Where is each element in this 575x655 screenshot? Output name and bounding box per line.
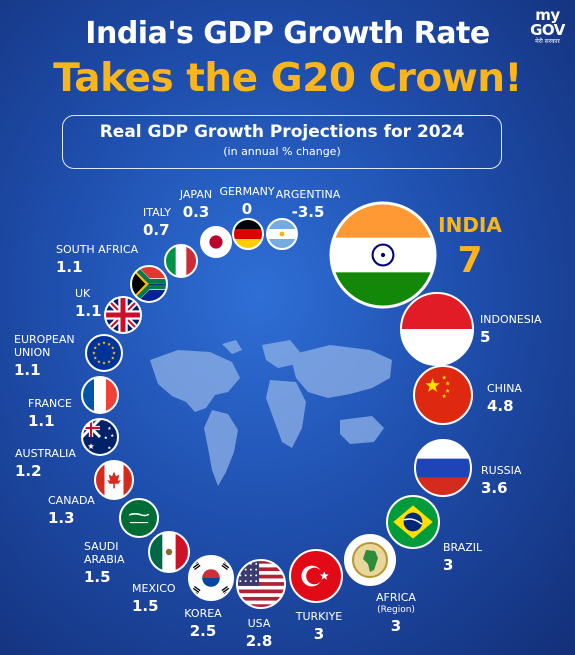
country-value-indonesia: 5 [480, 328, 490, 346]
country-name-korea: KOREA [184, 607, 222, 620]
country-name-africa: AFRICA [376, 591, 416, 604]
south-africa-flag-icon [130, 265, 168, 303]
country-value-uk: 1.1 [75, 302, 102, 320]
title-line-1: India's GDP Growth Rate [85, 16, 490, 51]
subtitle-box: Real GDP Growth Projections for 2024 (in… [62, 115, 502, 169]
country-value-russia: 3.6 [481, 479, 508, 497]
country-value-india: 7 [457, 240, 482, 281]
country-value-china: 4.8 [487, 397, 514, 415]
usa-flag-icon [236, 559, 286, 609]
turkiye-flag-icon [289, 549, 343, 603]
country-value-european: 1.1 [14, 361, 41, 379]
country-name-germany: GERMANY [219, 185, 274, 198]
country-name-uk: UK [75, 287, 91, 300]
country-value-turkiye: 3 [314, 625, 324, 643]
country-value-canada: 1.3 [48, 509, 75, 527]
country-name-japan: JAPAN [179, 188, 212, 201]
country-name-mexico: MEXICO [132, 582, 176, 595]
uk-flag-icon [104, 296, 142, 334]
country-name-turkiye: TURKIYE [295, 610, 343, 623]
country-name2-european: UNION [14, 346, 50, 359]
country-name-france: FRANCE [28, 397, 72, 410]
italy-flag-icon [164, 244, 198, 278]
country-name-australia: AUSTRALIA [15, 447, 76, 460]
country-value-south-africa: 1.1 [56, 258, 83, 276]
country-value-japan: 0.3 [183, 203, 210, 221]
country-name-usa: USA [248, 617, 271, 630]
country-value-argentina: -3.5 [292, 203, 325, 221]
country-name-china: CHINA [487, 382, 522, 395]
country-name-italy: ITALY [143, 206, 171, 219]
country-name-india: INDIA [438, 213, 502, 237]
country-name-argentina: ARGENTINA [276, 188, 341, 201]
country-name-saudi: SAUDI [84, 540, 118, 553]
country-name-brazil: BRAZIL [443, 541, 483, 554]
brand-tagline: मेरी सरकार [535, 38, 560, 45]
country-name-indonesia: INDONESIA [480, 313, 542, 326]
title-line-2: Takes the G20 Crown! [53, 56, 522, 101]
country-value-africa: 3 [391, 617, 401, 635]
world-map-graphic [150, 340, 392, 486]
country-value-brazil: 3 [443, 556, 453, 574]
india-flag-icon [329, 201, 437, 309]
korea-flag-icon [188, 555, 234, 601]
argentina-flag-icon [266, 218, 298, 250]
russia-flag-icon [414, 439, 472, 497]
mexico-flag-icon [148, 531, 190, 573]
subtitle: Real GDP Growth Projections for 2024 [99, 122, 465, 142]
country-value-usa: 2.8 [246, 632, 273, 650]
indonesia-flag-icon [400, 292, 474, 366]
eu-flag-icon [85, 334, 123, 372]
country-name-russia: RUSSIA [481, 464, 522, 477]
japan-flag-icon [200, 226, 232, 258]
canada-flag-icon [94, 460, 134, 500]
brazil-flag-icon [386, 495, 440, 549]
country-value-mexico: 1.5 [132, 597, 159, 615]
country-value-australia: 1.2 [15, 462, 42, 480]
country-note-africa: (Region) [377, 605, 415, 615]
france-flag-icon [81, 376, 119, 414]
subtitle-note: (in annual % change) [223, 145, 341, 158]
african-union-flag-icon [344, 534, 396, 586]
country-name2-saudi: ARABIA [84, 553, 125, 566]
country-name-european: EUROPEAN [14, 333, 75, 346]
country-value-germany: 0 [242, 200, 252, 218]
germany-flag-icon [232, 218, 264, 250]
mygov-logo: my GOV मेरी सरकार [520, 8, 575, 45]
country-name-south-africa: SOUTH AFRICA [56, 243, 139, 256]
flags-layer [81, 201, 474, 609]
country-value-italy: 0.7 [143, 221, 170, 239]
country-value-france: 1.1 [28, 412, 55, 430]
country-value-saudi: 1.5 [84, 568, 111, 586]
australia-flag-icon [81, 418, 119, 456]
china-flag-icon [413, 365, 473, 425]
country-name-canada: CANADA [48, 494, 95, 507]
saudi-arabia-flag-icon [119, 498, 159, 538]
brand-name: my GOV [530, 6, 565, 39]
labels-layer: INDIA 7 INDONESIA 5 CHINA 4.8 RUSSIA 3.6 BRAZIL 3… [14, 185, 542, 650]
country-value-korea: 2.5 [190, 622, 217, 640]
